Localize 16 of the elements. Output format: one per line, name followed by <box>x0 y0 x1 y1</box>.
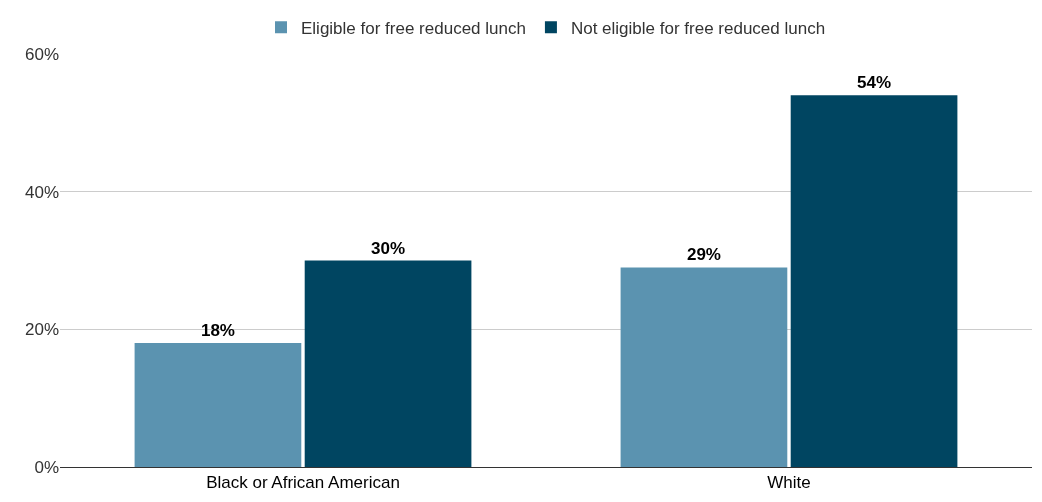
y-tick-label: 40% <box>24 182 59 202</box>
legend-label: Eligible for free reduced lunch <box>301 18 526 38</box>
data-label: 54% <box>857 73 892 93</box>
bar <box>620 267 788 467</box>
y-tick-label: 60% <box>24 44 59 64</box>
y-tick-label: 20% <box>24 320 59 340</box>
bar <box>304 260 472 467</box>
bar <box>134 343 302 467</box>
y-tick-label: 0% <box>34 457 59 477</box>
data-label: 30% <box>371 238 406 258</box>
x-tick-label: White <box>767 473 811 493</box>
data-label: 29% <box>686 245 721 265</box>
x-tick-label: Black or African American <box>206 473 400 493</box>
data-label: 18% <box>200 321 235 341</box>
legend-label: Not eligible for free reduced lunch <box>570 18 826 38</box>
bar <box>790 95 958 467</box>
